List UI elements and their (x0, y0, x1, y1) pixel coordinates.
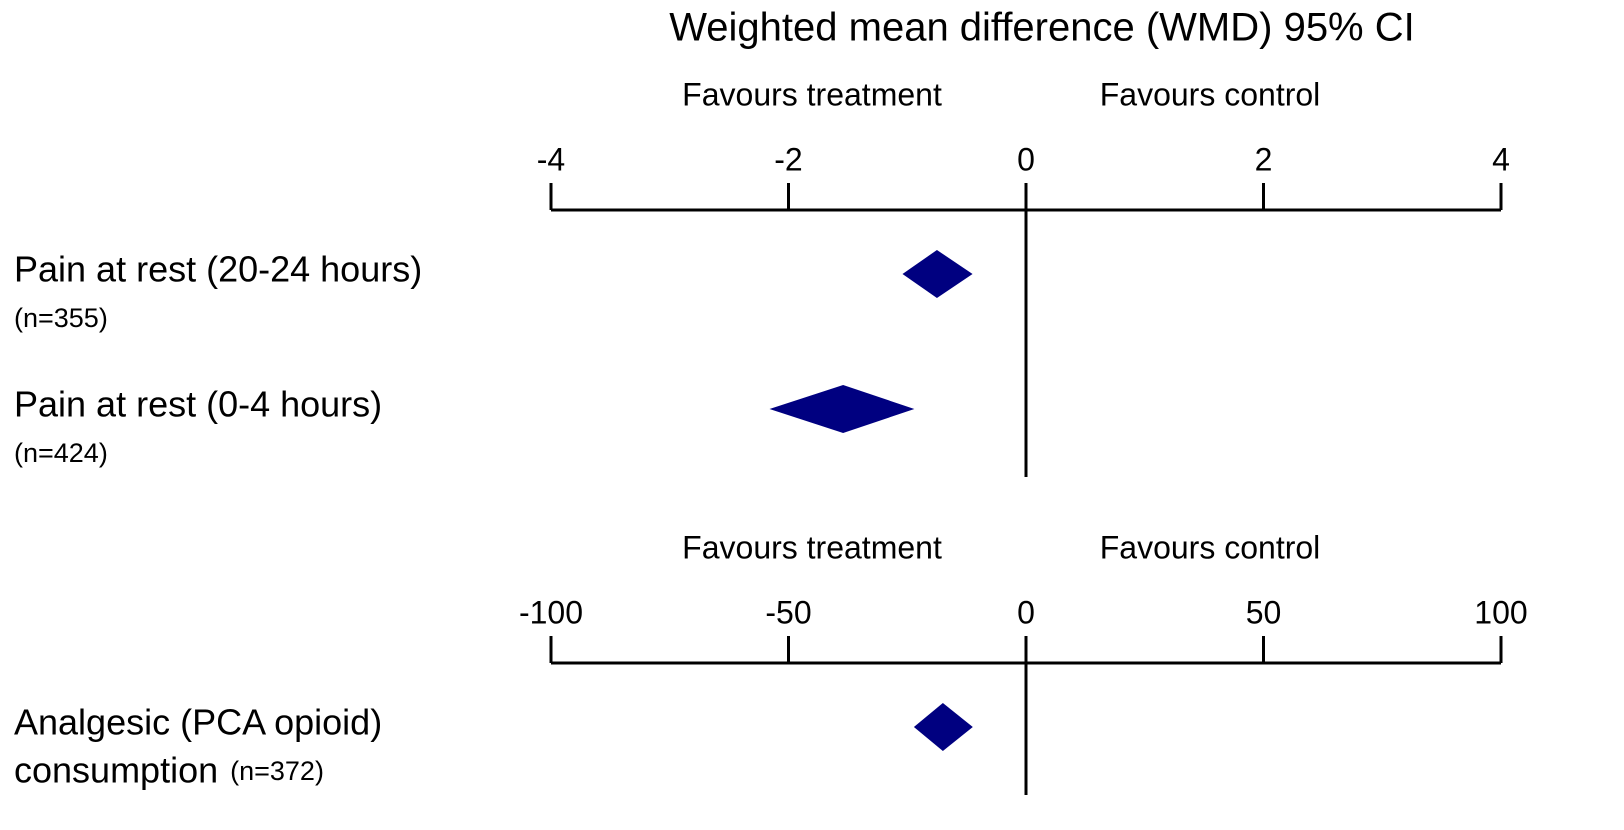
x-tick-label: -2 (774, 141, 802, 177)
x-tick-label: 4 (1492, 141, 1510, 177)
x-tick-label: 0 (1017, 594, 1035, 630)
annotation: Favours treatment (682, 76, 942, 112)
row-label: Pain at rest (0-4 hours) (14, 384, 382, 425)
x-tick-label: 100 (1474, 594, 1527, 630)
x-tick-label: -100 (519, 594, 583, 630)
x-tick-label: 50 (1246, 594, 1282, 630)
chart-title: Weighted mean difference (WMD) 95% CI (669, 6, 1415, 50)
annotation: Favours control (1100, 529, 1321, 565)
row-label: Analgesic (PCA opioid) (14, 702, 382, 743)
annotation: Favours treatment (682, 529, 942, 565)
x-tick-label: -4 (537, 141, 565, 177)
row-n: (n=372) (230, 756, 324, 786)
row-label: consumption (n=372) (14, 750, 324, 791)
row-n: (n=355) (14, 303, 108, 333)
diamond (913, 703, 973, 751)
x-tick-label: -50 (765, 594, 811, 630)
row-label: Pain at rest (20-24 hours) (14, 249, 422, 290)
diamond (902, 250, 973, 298)
row-n: (n=424) (14, 438, 108, 468)
annotation: Favours control (1100, 76, 1321, 112)
x-tick-label: 2 (1255, 141, 1273, 177)
diamond (769, 385, 915, 433)
x-tick-label: 0 (1017, 141, 1035, 177)
